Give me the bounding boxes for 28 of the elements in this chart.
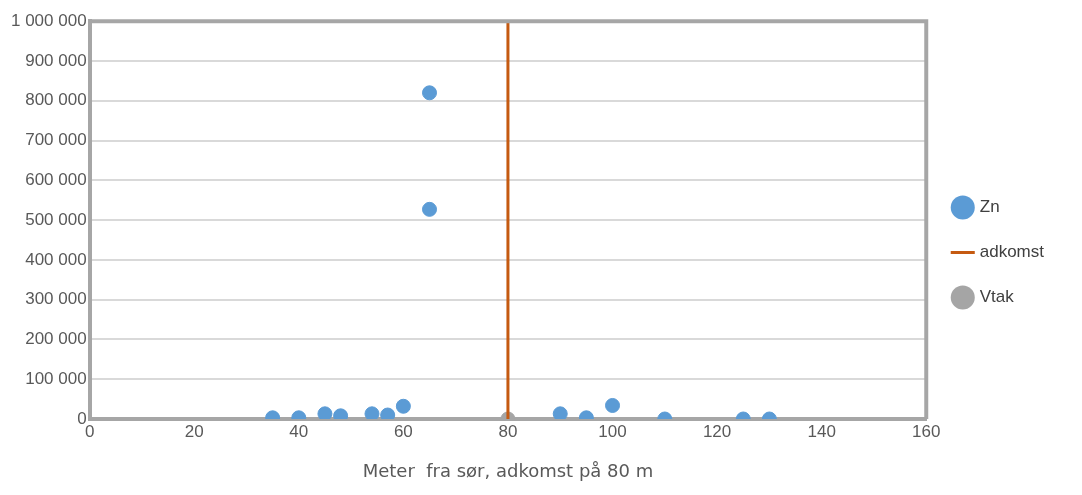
y-tick-label: 400 000 xyxy=(25,249,87,269)
x-tick-label: 60 xyxy=(393,421,413,441)
y-tick-label: 0 xyxy=(77,408,87,428)
x-tick-label: 20 xyxy=(184,421,204,441)
y-tick-label: 700 000 xyxy=(25,130,87,150)
y-tick-label: 1 000 000 xyxy=(10,10,87,30)
y-tick-label: 500 000 xyxy=(25,209,87,229)
legend-label: adkomst xyxy=(979,242,1045,262)
point xyxy=(422,85,438,101)
x-tick-label: 160 xyxy=(912,421,941,441)
x-tick-label: 80 xyxy=(498,421,518,441)
y-tick-label: 600 000 xyxy=(25,170,87,190)
x-tick-label: 100 xyxy=(598,421,627,441)
x-tick-label: 40 xyxy=(289,421,309,441)
y-tick-label: 300 000 xyxy=(25,289,87,309)
point xyxy=(422,201,438,217)
point xyxy=(317,406,333,419)
x-tick-label: 120 xyxy=(702,421,732,441)
y-tick-label: 900 000 xyxy=(25,50,87,70)
legend-label: Zn xyxy=(979,197,1000,217)
y-tick-label: 200 000 xyxy=(25,329,87,349)
y-tick-label: 100 000 xyxy=(25,368,87,388)
point xyxy=(364,406,380,419)
x-tick-label: 140 xyxy=(807,421,836,441)
x-axis-title: Meter fra sør, adkomst på 80 m xyxy=(362,459,654,481)
legend-label: Vtak xyxy=(979,287,1015,307)
point xyxy=(552,406,568,419)
y-tick-label: 800 000 xyxy=(25,90,87,110)
